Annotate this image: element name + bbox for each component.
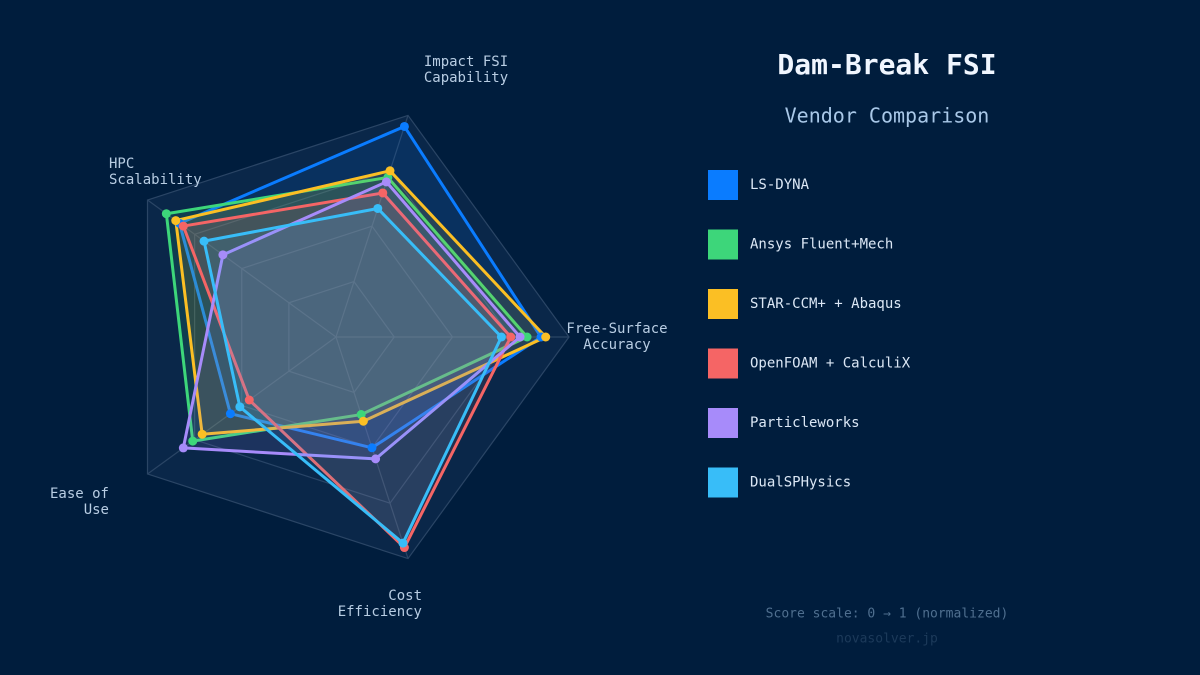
data-point — [218, 250, 228, 260]
data-point — [171, 216, 181, 226]
series-area — [202, 206, 503, 545]
axis-label: Efficiency — [338, 604, 422, 620]
axis-label: Use — [84, 502, 109, 518]
legend-label: DualSPHysics — [750, 475, 851, 491]
legend-label: Particleworks — [750, 415, 860, 431]
data-point — [178, 221, 188, 231]
data-point — [244, 395, 254, 405]
series-area — [181, 180, 522, 461]
axis-label: Ease of — [50, 486, 109, 502]
series-area — [181, 191, 513, 550]
data-point — [197, 429, 207, 439]
data-point — [367, 443, 377, 453]
data-point — [161, 209, 171, 219]
series-area — [164, 175, 529, 443]
data-point — [378, 188, 388, 198]
data-point — [541, 332, 551, 342]
data-point — [385, 166, 395, 176]
watermark: novasolver.jp — [836, 632, 938, 647]
data-point — [199, 236, 209, 246]
data-point — [496, 332, 506, 342]
data-point — [235, 402, 245, 412]
data-point — [178, 443, 188, 453]
axis-label: Scalability — [109, 172, 202, 188]
scale-note: Score scale: 0 → 1 (normalized) — [766, 607, 1009, 622]
legend-label: STAR-CCM+ + Abaqus — [750, 296, 902, 312]
data-point — [398, 538, 408, 548]
data-point — [381, 177, 391, 187]
legend-swatch — [708, 467, 738, 498]
data-point — [371, 454, 381, 464]
legend-swatch — [708, 170, 738, 200]
axis-spoke — [335, 115, 409, 338]
grid-ring — [241, 225, 454, 449]
legend-label: OpenFOAM + CalculiX — [750, 356, 911, 372]
data-point — [399, 121, 409, 131]
data-point — [522, 332, 532, 342]
axis-label: Capability — [424, 70, 508, 86]
legend-label: Ansys Fluent+Mech — [750, 237, 893, 253]
grid-ring — [288, 280, 395, 394]
data-point — [358, 416, 368, 426]
data-point — [515, 332, 525, 342]
data-point — [188, 436, 198, 446]
legend-swatch — [708, 348, 738, 379]
axis-label: HPC — [109, 156, 134, 172]
axis-label: Cost — [388, 588, 422, 604]
chart-subtitle: Vendor Comparison — [785, 104, 990, 128]
data-point — [225, 409, 235, 419]
axis-label: Free-Surface — [566, 321, 667, 337]
series-area — [178, 124, 543, 450]
legend-swatch — [708, 289, 738, 319]
data-point — [373, 203, 383, 213]
data-point — [506, 332, 516, 342]
axis-label: Impact FSI — [424, 54, 508, 70]
axis-label: Accuracy — [583, 337, 650, 353]
legend-swatch — [708, 229, 738, 260]
legend-label: LS-DYNA — [750, 177, 810, 193]
chart-title: Dam-Break FSI — [777, 48, 996, 81]
grid-ring — [194, 170, 512, 504]
legend-swatch — [708, 408, 738, 438]
series-area — [174, 169, 548, 436]
